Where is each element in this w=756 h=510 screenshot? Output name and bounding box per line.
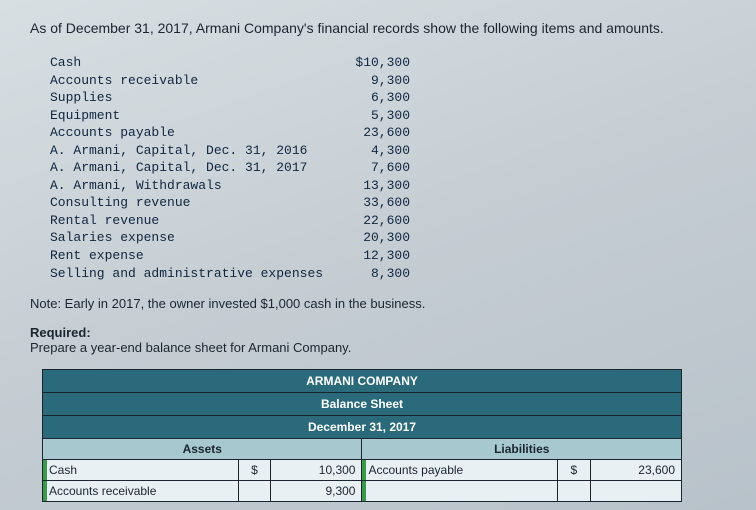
required-label: Required: (30, 325, 726, 340)
assets-header: Assets (43, 439, 362, 460)
record-row: Salaries expense20,300 (50, 229, 726, 247)
asset-sym-cell: $ (238, 460, 271, 481)
record-value: 22,600 (340, 212, 410, 230)
bs-date: December 31, 2017 (43, 416, 682, 439)
record-row: Cash$10,300 (50, 54, 726, 72)
record-value: 7,600 (340, 159, 410, 177)
record-row: Rent expense12,300 (50, 247, 726, 265)
liab-val-cell[interactable] (590, 481, 681, 502)
record-row: Rental revenue22,600 (50, 212, 726, 230)
record-value: 23,600 (340, 124, 410, 142)
bs-title-row: ARMANI COMPANY (43, 370, 682, 393)
record-value: 8,300 (340, 265, 410, 283)
bs-title: ARMANI COMPANY (43, 370, 682, 393)
record-row: A. Armani, Withdrawals13,300 (50, 177, 726, 195)
record-row: Accounts receivable9,300 (50, 72, 726, 90)
record-value: $10,300 (340, 54, 410, 72)
bs-section-header-row: Assets Liabilities (43, 439, 682, 460)
asset-val-cell[interactable]: 9,300 (271, 481, 362, 502)
record-label: A. Armani, Capital, Dec. 31, 2017 (50, 159, 340, 177)
bs-subtitle: Balance Sheet (43, 393, 682, 416)
record-value: 12,300 (340, 247, 410, 265)
record-row: A. Armani, Capital, Dec. 31, 20177,600 (50, 159, 726, 177)
record-value: 5,300 (340, 107, 410, 125)
record-row: Accounts payable23,600 (50, 124, 726, 142)
record-label: Accounts receivable (50, 72, 340, 90)
record-label: A. Armani, Withdrawals (50, 177, 340, 195)
record-label: Salaries expense (50, 229, 340, 247)
record-value: 9,300 (340, 72, 410, 90)
financial-records-list: Cash$10,300 Accounts receivable9,300 Sup… (50, 54, 726, 282)
record-label: A. Armani, Capital, Dec. 31, 2016 (50, 142, 340, 160)
record-row: Selling and administrative expenses8,300 (50, 265, 726, 283)
record-value: 20,300 (340, 229, 410, 247)
liab-sym-cell: $ (558, 460, 591, 481)
record-label: Equipment (50, 107, 340, 125)
asset-val-cell[interactable]: 10,300 (271, 460, 362, 481)
liabilities-header: Liabilities (362, 439, 682, 460)
record-label: Rent expense (50, 247, 340, 265)
liab-label-cell[interactable]: Accounts payable (362, 460, 558, 481)
bs-data-row[interactable]: Accounts receivable 9,300 (43, 481, 682, 502)
asset-sym-cell (238, 481, 271, 502)
bs-data-row[interactable]: Cash $ 10,300 Accounts payable $ 23,600 (43, 460, 682, 481)
record-row: Equipment5,300 (50, 107, 726, 125)
record-label: Consulting revenue (50, 194, 340, 212)
record-row: Supplies6,300 (50, 89, 726, 107)
balance-sheet-table: ARMANI COMPANY Balance Sheet December 31… (42, 369, 682, 502)
record-label: Cash (50, 54, 340, 72)
record-row: Consulting revenue33,600 (50, 194, 726, 212)
record-row: A. Armani, Capital, Dec. 31, 20164,300 (50, 142, 726, 160)
liab-val-cell[interactable]: 23,600 (590, 460, 681, 481)
liab-label-cell[interactable] (362, 481, 558, 502)
record-value: 6,300 (340, 89, 410, 107)
record-value: 4,300 (340, 142, 410, 160)
record-value: 33,600 (340, 194, 410, 212)
record-label: Supplies (50, 89, 340, 107)
record-label: Rental revenue (50, 212, 340, 230)
note-text: Note: Early in 2017, the owner invested … (30, 296, 726, 311)
asset-label-cell[interactable]: Accounts receivable (43, 481, 239, 502)
record-value: 13,300 (340, 177, 410, 195)
bs-subtitle-row: Balance Sheet (43, 393, 682, 416)
bs-date-row: December 31, 2017 (43, 416, 682, 439)
record-label: Selling and administrative expenses (50, 265, 340, 283)
required-text: Prepare a year-end balance sheet for Arm… (30, 340, 726, 355)
asset-label-cell[interactable]: Cash (43, 460, 239, 481)
intro-text: As of December 31, 2017, Armani Company'… (30, 20, 726, 36)
liab-sym-cell (558, 481, 591, 502)
record-label: Accounts payable (50, 124, 340, 142)
